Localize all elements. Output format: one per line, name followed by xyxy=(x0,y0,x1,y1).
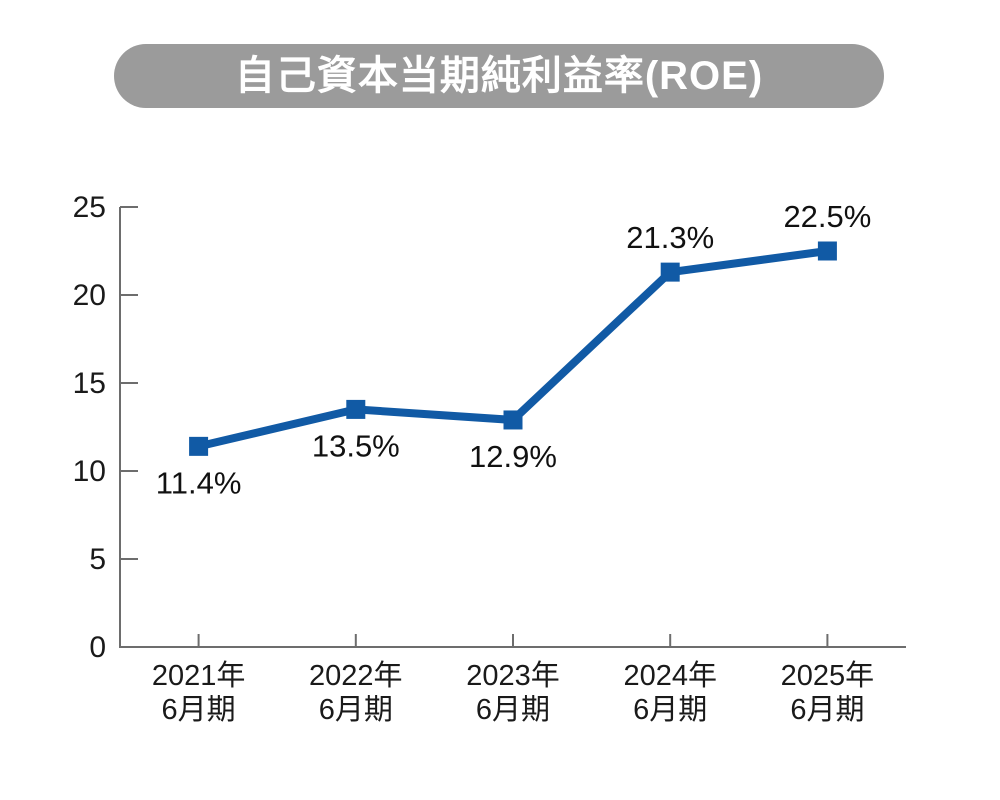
data-point-marker xyxy=(503,410,523,430)
data-point-label: 11.4% xyxy=(156,465,242,500)
data-point-label: 12.9% xyxy=(469,439,557,474)
x-axis-label-line1: 2022年 xyxy=(309,659,403,692)
x-axis-label-line1: 2021年 xyxy=(152,659,246,692)
x-axis-label-line2: 6月期 xyxy=(476,694,550,726)
y-axis-tick-label: 5 xyxy=(89,543,106,576)
y-axis-tick-label: 20 xyxy=(73,279,106,312)
y-axis-tick-label: 0 xyxy=(89,631,106,664)
data-point-label: 22.5% xyxy=(783,199,871,234)
y-axis-tick-label: 15 xyxy=(73,367,106,400)
data-point-marker xyxy=(346,399,366,419)
data-point-marker xyxy=(189,436,209,456)
chart-title: 自己資本当期純利益率(ROE) xyxy=(234,54,764,98)
y-axis-tick-label: 10 xyxy=(73,455,106,488)
chart-title-banner: 自己資本当期純利益率(ROE) xyxy=(114,44,884,108)
data-point-marker xyxy=(660,262,680,282)
x-axis-label-line2: 6月期 xyxy=(790,694,864,726)
x-axis-label-line1: 2025年 xyxy=(781,659,875,692)
y-axis-tick-label: 25 xyxy=(73,191,106,224)
data-point-label: 21.3% xyxy=(626,220,714,255)
data-point-label: 13.5% xyxy=(312,428,400,463)
x-axis-label-line2: 6月期 xyxy=(319,694,393,726)
axis-lines xyxy=(119,207,906,648)
x-axis-label-line2: 6月期 xyxy=(162,694,236,726)
x-axis-label-line1: 2023年 xyxy=(466,659,560,692)
data-point-marker xyxy=(817,241,837,261)
x-axis-label-line2: 6月期 xyxy=(633,694,707,726)
x-axis-label-line1: 2024年 xyxy=(623,659,717,692)
